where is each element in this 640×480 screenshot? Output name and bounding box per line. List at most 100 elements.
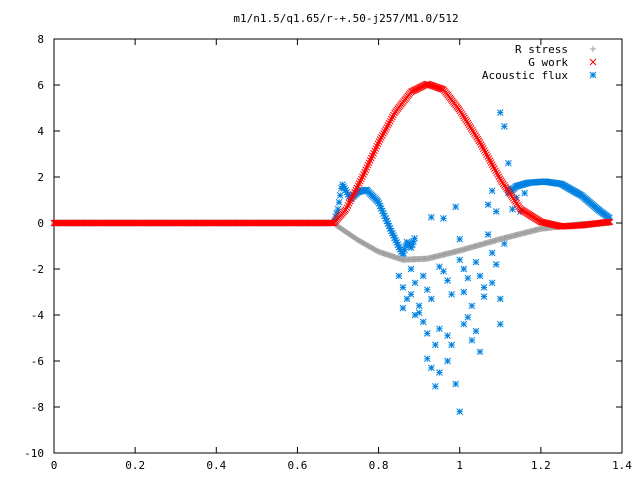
g-work-point	[485, 155, 493, 162]
acoustic-flux-point	[419, 318, 427, 326]
y-tick-label: -4	[31, 309, 45, 322]
series-g-work	[50, 80, 614, 230]
acoustic-flux-point	[444, 357, 451, 365]
plot-frame	[53, 38, 623, 454]
g-work-point	[384, 121, 392, 129]
acoustic-flux-point	[436, 325, 443, 333]
acoustic-flux-point	[452, 380, 460, 388]
acoustic-flux-point	[480, 293, 488, 300]
acoustic-flux-point	[436, 263, 443, 271]
g-work-point	[491, 165, 498, 173]
g-work-point	[382, 126, 390, 133]
acoustic-flux-point	[403, 295, 411, 303]
acoustic-flux-point	[448, 290, 455, 298]
x-tick-label: 0.2	[125, 459, 145, 472]
acoustic-flux-point	[460, 265, 468, 273]
acoustic-flux-point	[415, 302, 423, 310]
acoustic-flux-point	[407, 265, 415, 273]
g-work-point	[389, 113, 396, 121]
g-work-point	[606, 218, 614, 226]
g-work-point	[342, 206, 350, 213]
acoustic-flux-point	[509, 205, 516, 213]
g-work-point	[476, 139, 484, 146]
g-work-point	[376, 136, 384, 143]
acoustic-flux-point	[456, 235, 464, 243]
g-work-point	[489, 163, 497, 171]
acoustic-flux-point	[488, 279, 496, 287]
g-work-point	[375, 138, 383, 145]
g-work-point	[487, 159, 495, 166]
acoustic-flux-point	[476, 348, 484, 356]
g-work-point	[329, 219, 336, 227]
data-marks	[50, 80, 614, 415]
x-tick-label: 0.8	[369, 459, 389, 472]
acoustic-flux-point	[521, 189, 528, 197]
acoustic-flux-point	[432, 341, 439, 349]
acoustic-flux-point	[460, 320, 468, 328]
acoustic-flux-point	[407, 290, 415, 298]
legend-marker-g-work	[589, 58, 597, 66]
g-work-point	[482, 149, 489, 156]
acoustic-flux-point	[476, 272, 484, 280]
axes: 0 0.2 0.4 0.6 0.8 1 1.2 1.4 -10 -8 -6 -4 -2 0 2 4 6 8	[24, 33, 632, 472]
g-work-point	[379, 132, 386, 139]
legend-marker-r-stress	[590, 46, 596, 52]
g-work-point	[604, 218, 611, 226]
acoustic-flux-point	[410, 238, 417, 245]
acoustic-flux-point	[496, 320, 504, 328]
y-tick-label: 2	[37, 171, 44, 184]
acoustic-flux-point	[464, 274, 472, 282]
g-work-point	[387, 115, 395, 123]
x-tick-label: 1	[456, 459, 463, 472]
acoustic-flux-point	[452, 203, 460, 211]
g-work-point	[605, 218, 613, 226]
g-work-point	[380, 130, 387, 137]
acoustic-flux-point	[464, 313, 472, 321]
acoustic-flux-point	[335, 198, 343, 206]
acoustic-flux-point	[505, 159, 512, 167]
acoustic-flux-point	[423, 286, 431, 294]
x-tick-label: 1.2	[531, 459, 551, 472]
g-work-point	[477, 141, 485, 148]
acoustic-flux-point	[492, 261, 500, 268]
acoustic-flux-point	[484, 231, 492, 238]
series-r-stress	[51, 220, 613, 263]
acoustic-flux-point	[496, 295, 504, 303]
acoustic-flux-point	[427, 364, 435, 372]
acoustic-flux-point	[444, 332, 451, 340]
acoustic-flux-point	[500, 240, 508, 248]
g-work-point	[377, 134, 385, 141]
acoustic-flux-point	[444, 277, 451, 284]
y-tick-label: 4	[37, 125, 44, 138]
acoustic-flux-point	[456, 256, 464, 264]
g-work-point	[492, 167, 499, 175]
acoustic-flux-point	[427, 213, 435, 221]
acoustic-flux-point	[448, 341, 455, 349]
y-tick-label: 8	[37, 33, 44, 46]
acoustic-flux-point	[488, 187, 496, 195]
g-work-point	[385, 119, 393, 127]
acoustic-flux-point	[427, 295, 435, 303]
legend-marker-acoustic-flux	[589, 71, 597, 79]
y-tick-label: -2	[31, 263, 44, 276]
chart-title: m1/n1.5/q1.65/r-+.50-j257/M1.0/512	[233, 12, 458, 25]
y-tick-label: 0	[37, 217, 44, 230]
acoustic-flux-point	[411, 279, 419, 287]
acoustic-flux-point	[399, 304, 407, 312]
acoustic-flux-point	[460, 288, 468, 296]
x-tick-label: 0	[51, 459, 58, 472]
acoustic-flux-point	[423, 355, 431, 363]
acoustic-flux-point	[492, 208, 500, 215]
g-work-point	[495, 173, 503, 181]
acoustic-flux-point	[432, 382, 439, 390]
acoustic-flux-point	[423, 330, 431, 337]
acoustic-flux-point	[411, 234, 418, 242]
g-work-point	[484, 153, 492, 160]
acoustic-flux-point	[419, 272, 427, 280]
g-work-point	[481, 147, 488, 154]
acoustic-flux-point	[436, 369, 443, 376]
series-acoustic-flux	[50, 109, 613, 415]
g-work-point	[381, 128, 388, 135]
